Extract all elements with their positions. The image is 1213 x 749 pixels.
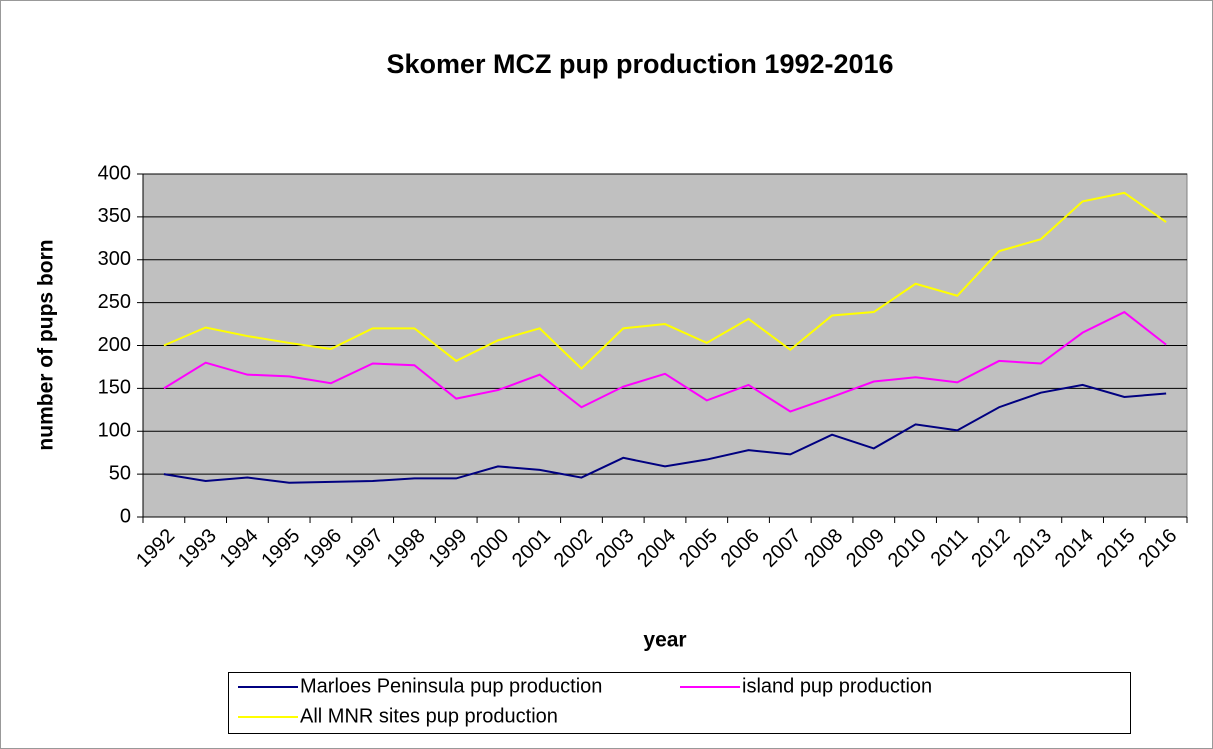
legend-label: All MNR sites pup production [300,705,558,727]
y-axis-label: number of pups born [35,239,58,450]
series-line [163,191,1167,371]
legend-label: Marloes Peninsula pup production [300,675,602,697]
series-line [163,383,1167,484]
y-tick-label: 50 [109,462,131,484]
y-tick-label: 150 [98,377,131,399]
x-axis-label: year [643,629,686,652]
legend-label: island pup production [742,675,932,697]
series-line [163,310,1167,413]
y-tick-label: 350 [98,205,131,227]
chart-title: Skomer MCZ pup production 1992-2016 [386,49,893,79]
legend-box [228,672,1131,734]
y-tick-label: 300 [98,248,131,270]
y-tick-label: 100 [98,420,131,442]
y-tick-label: 250 [98,291,131,313]
y-tick-label: 0 [120,505,131,527]
y-tick-label: 400 [98,162,131,184]
y-tick-label: 200 [98,334,131,356]
